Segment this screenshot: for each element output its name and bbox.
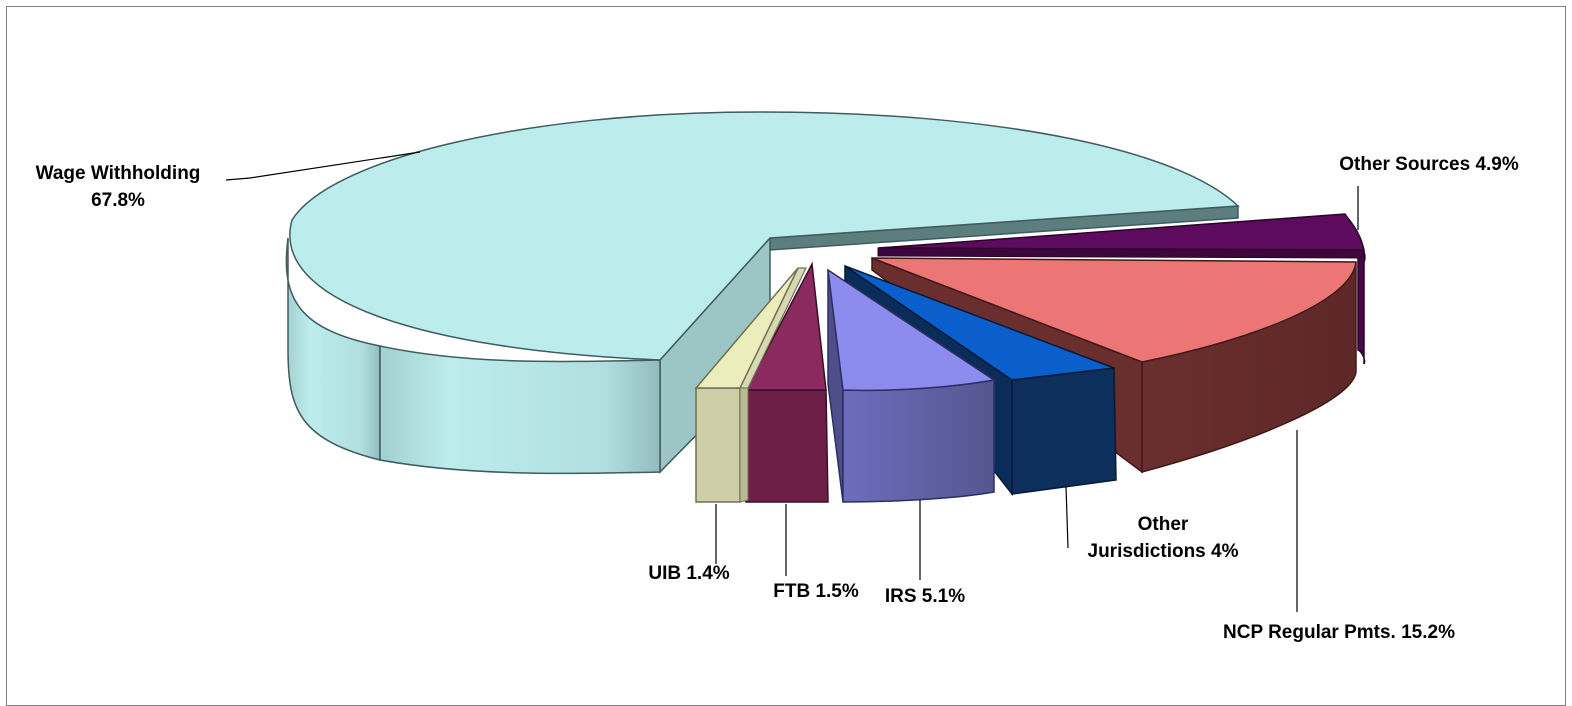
leader-line-other-jurisdictions xyxy=(1065,485,1069,549)
slice-other-jurisdictions-side xyxy=(1011,367,1117,495)
slice-other-sources-edge xyxy=(877,247,1365,259)
slice-wage-withholding-side-front xyxy=(379,345,661,475)
slice-wage-withholding-top xyxy=(289,111,1240,361)
slice-ftb-top xyxy=(744,261,827,391)
label-uib: UIB 1.4% xyxy=(648,563,729,584)
label-irs: IRS 5.1% xyxy=(885,586,965,607)
slice-other-jurisdictions-top xyxy=(844,265,1115,381)
slice-uib-top xyxy=(694,267,799,389)
slice-wage-withholding xyxy=(285,111,1240,475)
slice-ftb xyxy=(744,261,829,503)
slice-irs-top xyxy=(827,268,996,392)
label-other-sources: Other Sources 4.9% xyxy=(1339,154,1519,175)
slice-ftb-side xyxy=(745,389,829,503)
label-ncp-regular-pmts: NCP Regular Pmts. 15.2% xyxy=(1223,622,1455,643)
label-wage-withholding-percent: 67.8% xyxy=(91,190,145,211)
label-wage-withholding: Wage Withholding xyxy=(36,163,201,184)
leader-line-wage-withholding xyxy=(225,151,421,181)
slice-other-sources xyxy=(877,213,1366,365)
slice-uib xyxy=(694,267,807,503)
slice-uib-side xyxy=(695,387,741,503)
slice-uib-edge xyxy=(739,387,749,503)
slice-irs-side xyxy=(842,379,995,503)
label-other-jurisdictions-percent: Jurisdictions 4% xyxy=(1088,541,1239,562)
slice-irs xyxy=(827,268,996,503)
label-other-jurisdictions: Other xyxy=(1138,514,1189,535)
slice-ncp-regular-pmts-top xyxy=(871,257,1357,363)
label-ftb: FTB 1.5% xyxy=(773,581,859,602)
